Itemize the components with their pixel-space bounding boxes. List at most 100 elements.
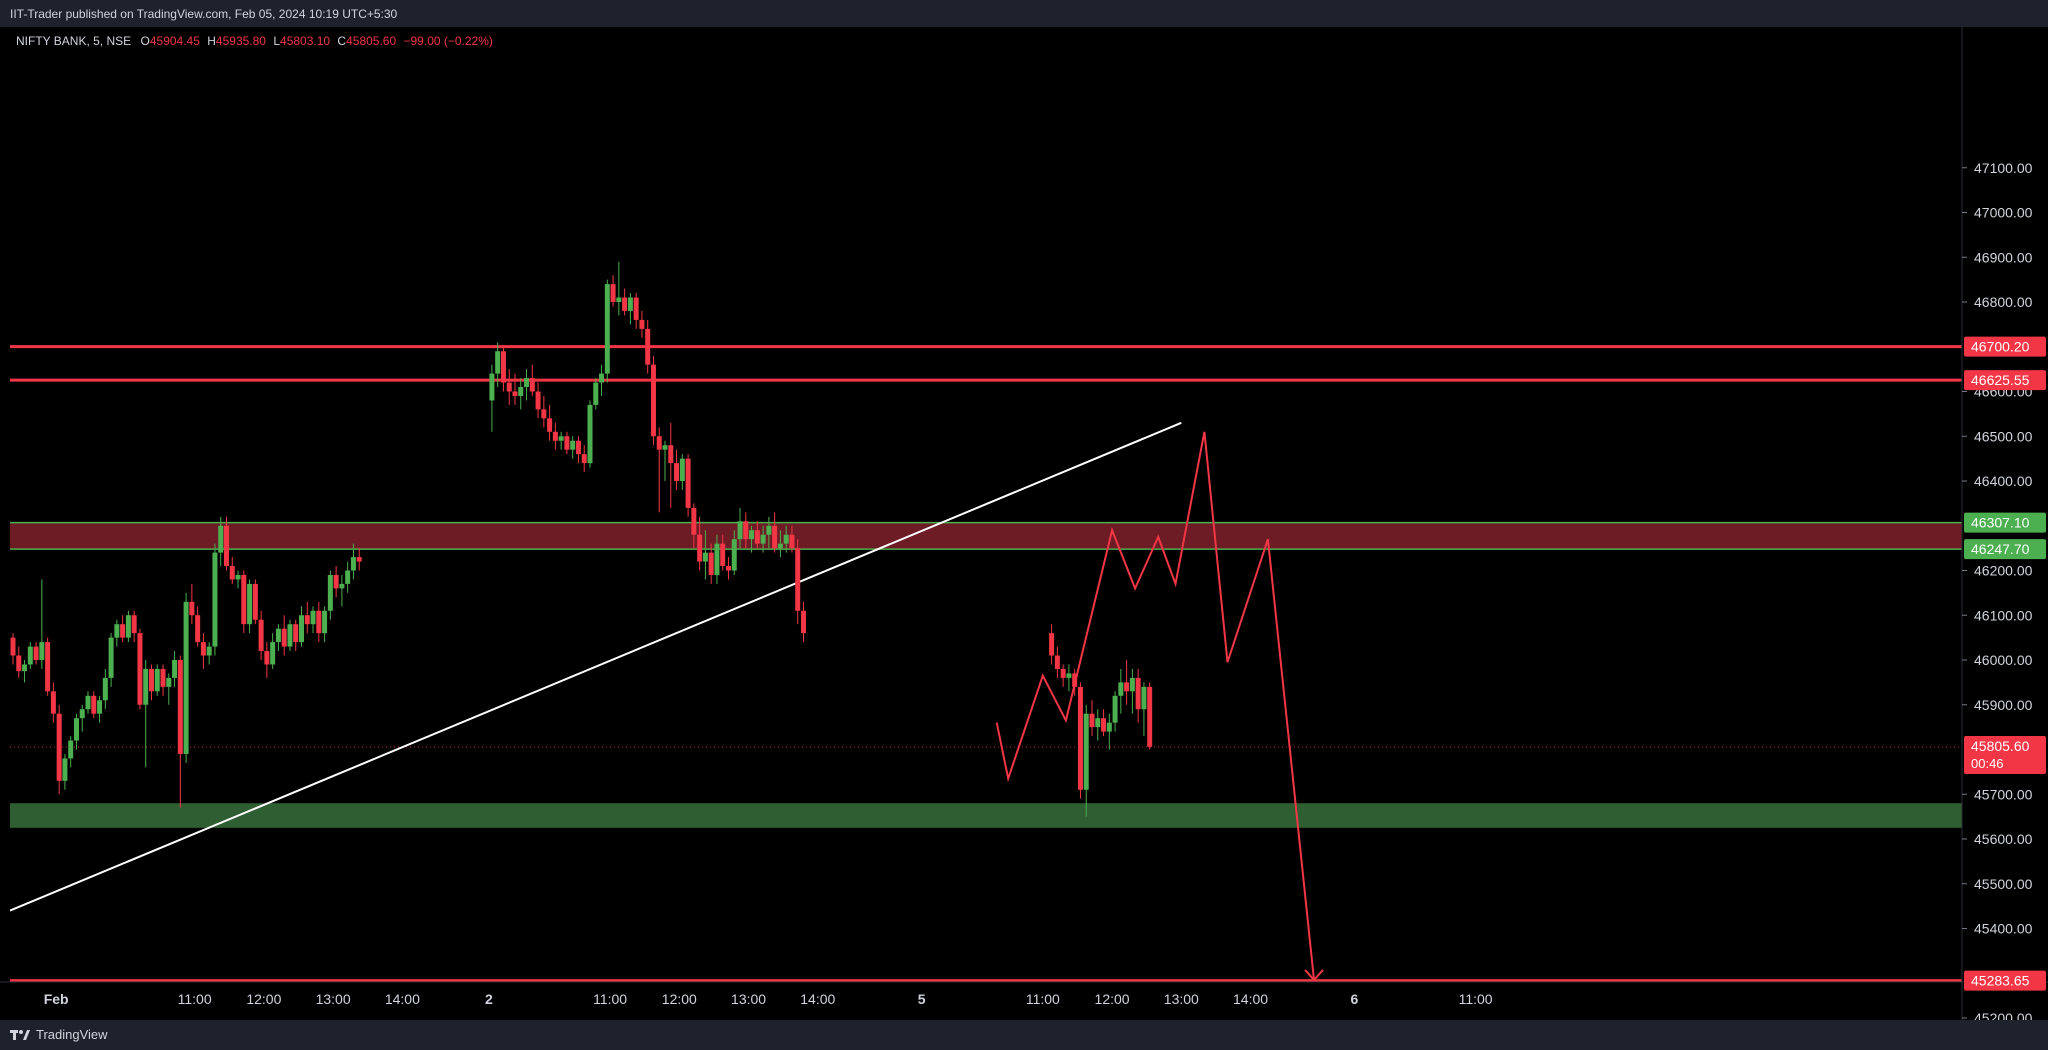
y-tick-label: 45700.00 [1974,786,2033,802]
candle [1060,668,1066,678]
zone-bottom-price-label: 46247.70 [1971,541,2030,557]
price-chart[interactable]: 47100.0047000.0046900.0046800.0046600.00… [0,0,2048,1020]
candle [708,552,714,575]
candle [241,574,247,625]
candle [39,642,45,660]
candle [143,668,149,705]
candle [489,373,495,401]
candle [795,548,801,611]
candle [85,695,91,710]
symbol-info: NIFTY BANK, 5, NSE O45904.45 H45935.80 L… [16,34,493,48]
candle [575,440,581,455]
candle [639,319,645,329]
candle [535,391,541,410]
candle [1147,686,1153,747]
candle [316,610,322,634]
candle [304,615,310,625]
candle [120,624,126,638]
candle [1129,677,1135,692]
candle [281,628,287,647]
level-price-label-bg [1964,336,2046,357]
candle [287,624,293,647]
y-tick-label: 45500.00 [1974,876,2033,892]
projection-arrow [1304,969,1324,982]
candle [633,297,639,320]
candle [206,646,212,656]
candle [62,758,68,781]
candle [299,615,304,643]
candle [166,677,172,687]
candle [691,507,697,535]
level-price-label: 46625.55 [1971,372,2030,388]
candle [789,534,795,549]
candle [524,378,530,388]
candle [154,668,160,692]
candle [131,615,137,634]
candle [679,458,685,481]
candle [685,458,691,508]
candle [766,525,772,535]
x-tick-label: 12:00 [1095,991,1130,1007]
candle [108,637,114,678]
candle [604,284,610,374]
open-value: 45904.45 [149,34,200,48]
candle [183,601,189,754]
x-tick-label: 11:00 [1459,991,1493,1007]
symbol-label[interactable]: NIFTY BANK, 5, NSE [16,34,132,48]
y-tick-label: 46100.00 [1974,607,2033,623]
plot-area [10,261,1962,982]
candle [356,557,362,562]
countdown-label: 00:46 [1971,756,2004,771]
candle [264,651,270,665]
candle [177,660,183,754]
candle [1124,682,1130,692]
candle [564,436,570,450]
candle [45,642,51,692]
candle [622,297,628,311]
change-value: −99.00 (−0.22%) [403,34,493,48]
candle [275,628,281,643]
candle [172,660,178,678]
level-price-label: 46700.20 [1971,339,2030,355]
candle [1106,722,1112,732]
candle [327,574,333,611]
candle [195,615,201,643]
candle [229,566,235,580]
candle [339,583,345,589]
high-value: 45935.80 [215,34,266,48]
candle [1083,713,1089,790]
resistance-zone [10,522,1962,550]
x-tick-label: 12:00 [662,991,697,1007]
brand-name: TradingView [36,1027,108,1042]
x-tick-label: 13:00 [1164,991,1199,1007]
x-tick-label: 12:00 [246,991,281,1007]
candle [212,552,218,647]
candle [587,404,593,464]
candle [754,530,760,544]
candle [56,713,62,781]
y-tick-label: 46800.00 [1974,294,2033,310]
x-tick-label: 2 [485,991,493,1007]
x-tick-label: 6 [1351,991,1359,1007]
brand[interactable]: TradingView [10,1027,108,1042]
candle [725,566,731,571]
tradingview-logo-icon [10,1029,30,1040]
candle [247,583,253,625]
candle [777,543,783,549]
y-tick-label: 45900.00 [1974,697,2033,713]
candle [518,387,524,396]
candle [50,691,56,714]
candle [772,525,778,549]
y-tick-label: 45600.00 [1974,831,2033,847]
candle [1141,686,1147,710]
candle [293,624,299,643]
candle [760,534,766,544]
candle [33,646,39,660]
close-value: 45805.60 [346,34,397,48]
candle [697,534,703,562]
candle [27,646,33,665]
candle [1077,686,1083,790]
candle [125,615,131,638]
candle [258,619,264,652]
candle [102,677,108,701]
